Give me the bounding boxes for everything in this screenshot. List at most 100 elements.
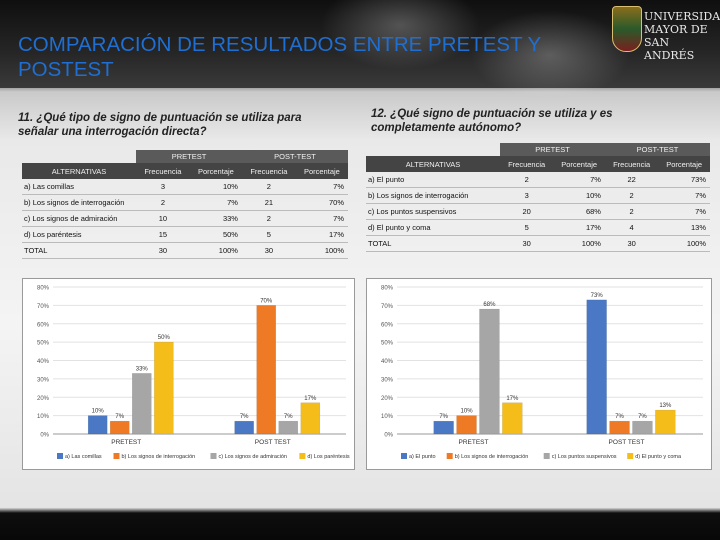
table-cell: 4 xyxy=(604,219,659,236)
table-cell: 7% xyxy=(295,210,348,227)
table-cell: 100% xyxy=(295,242,348,259)
group-pretest: PRETEST xyxy=(136,150,242,163)
table-cell: 2 xyxy=(136,194,190,211)
data-label: 73% xyxy=(591,293,604,299)
y-tick-label: 20% xyxy=(37,396,50,402)
chart-11-svg: 0% 10% 20% 30% 40% 50% 60% 70% 80% 10% 7% 33% 50% PRE… xyxy=(37,286,350,461)
bar xyxy=(502,402,523,435)
table-cell: 7% xyxy=(658,203,710,220)
logo-text: UNIVERSIDAD MAYOR DE SAN ANDRÉS xyxy=(644,10,720,62)
table-cell: 100% xyxy=(189,242,242,259)
data-label: 7% xyxy=(115,414,124,420)
data-label: 7% xyxy=(284,414,293,420)
data-label: 17% xyxy=(304,396,317,402)
table-cell: 30 xyxy=(500,235,554,252)
y-tick-label: 60% xyxy=(37,322,50,328)
row-alternative: d) Los paréntesis xyxy=(22,226,136,243)
legend-label: b) Los signos de interrogación xyxy=(455,454,529,460)
group-pretest: PRETEST xyxy=(500,143,605,156)
header-glow xyxy=(470,10,630,100)
bar xyxy=(87,415,108,435)
y-tick-label: 50% xyxy=(381,341,394,347)
table-cell: 3 xyxy=(136,179,190,195)
column-header: ALTERNATIVAS xyxy=(366,156,500,172)
column-header: Frecuencia xyxy=(136,163,190,179)
data-label: 7% xyxy=(615,414,624,420)
legend-swatch xyxy=(57,453,63,459)
table-row: a) El punto 2 7% 22 73% xyxy=(366,172,710,188)
table-cell: 7% xyxy=(658,187,710,204)
table-row: d) Los paréntesis 15 50% 5 17% xyxy=(22,226,348,243)
column-header: Frecuencia xyxy=(604,156,659,172)
bar xyxy=(234,420,254,435)
row-alternative: a) Las comillas xyxy=(22,179,136,195)
legend-swatch xyxy=(543,453,550,459)
data-label: 7% xyxy=(638,414,647,420)
table-cell: 2 xyxy=(500,172,554,188)
table-cell: 10% xyxy=(553,187,605,204)
data-label: 17% xyxy=(506,396,519,402)
table-cell: 10 xyxy=(136,210,190,227)
table-cell: 17% xyxy=(553,219,605,236)
chart-12-svg: 0% 10% 20% 30% 40% 50% 60% 70% 80% 7% 10% 68% 17% PRE… xyxy=(381,286,703,460)
row-alternative: b) Los signos de interrogación xyxy=(366,187,500,204)
bar xyxy=(609,420,630,435)
y-tick-label: 80% xyxy=(381,286,394,292)
table-corner xyxy=(22,150,136,163)
table-cell: 22 xyxy=(604,172,659,188)
logo-line: SAN xyxy=(644,36,670,49)
legend-swatch xyxy=(113,453,120,459)
legend-label: d) Los paréntesis xyxy=(307,454,349,460)
university-crest-icon xyxy=(612,6,642,52)
table-cell: 17% xyxy=(295,226,348,243)
bar xyxy=(278,420,299,435)
data-label: 7% xyxy=(439,414,448,420)
column-header: Frecuencia xyxy=(241,163,296,179)
question-12: 12. ¿Qué signo de puntuación se utiliza … xyxy=(371,108,613,134)
bar xyxy=(132,373,152,435)
table-row: a) Las comillas 3 10% 2 7% xyxy=(22,179,348,195)
slide-title: COMPARACIÓN DE RESULTADOS ENTRE PRETEST … xyxy=(18,33,541,81)
legend-label: b) Los signos de interrogación xyxy=(122,454,196,460)
row-alternative: TOTAL xyxy=(366,235,500,252)
legend-swatch xyxy=(627,453,634,459)
category-label: PRETEST xyxy=(459,439,489,446)
table-cell: 2 xyxy=(241,179,296,195)
table-cell: 7% xyxy=(295,179,348,195)
table-row: b) Los signos de interrogación 2 7% 21 70% xyxy=(22,194,348,211)
y-tick-label: 10% xyxy=(381,414,394,420)
y-tick-label: 0% xyxy=(384,433,393,439)
table-row: b) Los signos de interrogación 3 10% 2 7% xyxy=(366,187,710,204)
legend-swatch xyxy=(446,453,453,459)
legend-label: c) Los puntos suspensivos xyxy=(552,454,617,460)
column-header: Porcentaje xyxy=(658,156,710,172)
row-alternative: a) El punto xyxy=(366,172,500,188)
table-cell: 13% xyxy=(658,219,710,236)
table-cell: 30 xyxy=(136,242,190,259)
bar xyxy=(632,420,653,435)
category-label: POST TEST xyxy=(255,439,291,446)
data-label: 50% xyxy=(158,335,171,341)
table-cell: 30 xyxy=(241,242,296,259)
data-label: 33% xyxy=(136,366,149,372)
group-posttest: POST-TEST xyxy=(241,150,348,163)
row-alternative: TOTAL xyxy=(22,242,136,259)
legend-swatch xyxy=(299,453,306,459)
table-row: TOTAL 30 100% 30 100% xyxy=(22,242,348,259)
header-glow xyxy=(320,0,480,70)
category-label: PRETEST xyxy=(111,439,141,446)
column-header: Frecuencia xyxy=(500,156,554,172)
table-cell: 7% xyxy=(553,172,605,188)
results-table-12: PRETEST POST-TEST ALTERNATIVAS Frecuenci… xyxy=(366,143,710,252)
legend-swatch xyxy=(401,453,407,459)
logo-line: MAYOR DE xyxy=(644,23,708,36)
data-label: 10% xyxy=(461,409,474,415)
table-cell: 7% xyxy=(189,194,242,211)
row-alternative: c) Los puntos suspensivos xyxy=(366,203,500,220)
data-label: 13% xyxy=(659,403,672,409)
results-table-11: PRETEST POST-TEST ALTERNATIVAS Frecuenci… xyxy=(22,150,348,259)
bar xyxy=(109,420,130,435)
legend-swatch xyxy=(210,453,217,459)
row-alternative: d) El punto y coma xyxy=(366,219,500,236)
